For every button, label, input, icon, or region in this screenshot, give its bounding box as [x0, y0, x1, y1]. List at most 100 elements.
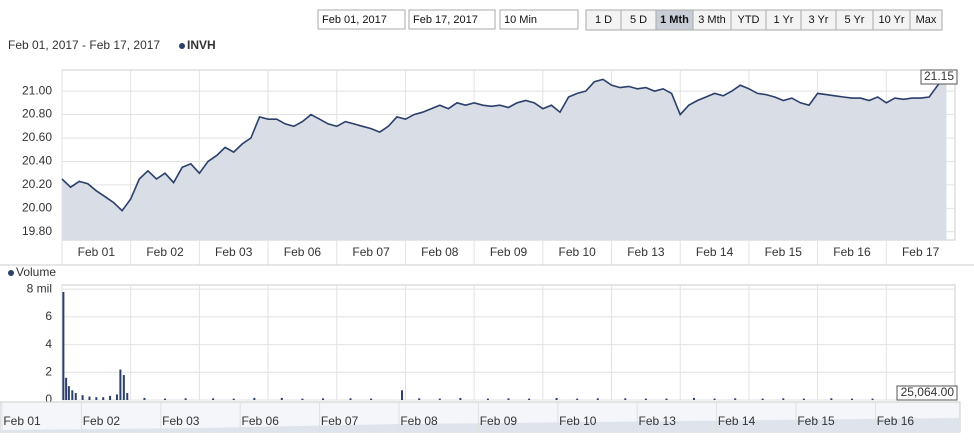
y-tick-label: 20.20: [22, 177, 52, 191]
volume-bar: [74, 393, 77, 400]
volume-bar: [370, 398, 373, 400]
volume-bar: [280, 397, 283, 400]
volume-bar: [102, 397, 105, 400]
volume-bar: [253, 397, 256, 400]
volume-bar: [850, 398, 853, 400]
volume-bar: [115, 394, 118, 400]
navigator-label: Feb 15: [797, 414, 835, 428]
volume-bar: [212, 398, 215, 400]
volume-bar: [665, 398, 668, 400]
x-tick-label: Feb 03: [215, 245, 253, 259]
x-tick-label: Feb 10: [559, 245, 597, 259]
volume-bar: [507, 398, 510, 400]
range-label: 3 Mth: [698, 14, 726, 26]
navigator-label: Feb 09: [480, 414, 518, 428]
input-value: 10 Min: [504, 14, 537, 26]
navigator-label: Feb 13: [639, 414, 677, 428]
volume-bar: [555, 397, 558, 400]
navigator-label: Feb 03: [162, 414, 200, 428]
input-value: Feb 01, 2017: [322, 14, 387, 26]
range-label: YTD: [738, 14, 760, 26]
volume-bar: [734, 398, 737, 400]
range-label: 5 D: [630, 14, 647, 26]
x-tick-label: Feb 14: [696, 245, 734, 259]
text-input[interactable]: [408, 9, 496, 30]
volume-bar: [401, 390, 404, 400]
volume-bar: [65, 377, 68, 400]
y-tick-label: 20.00: [22, 201, 52, 215]
volume-bar: [528, 398, 531, 400]
x-tick-label: Feb 01: [78, 245, 116, 259]
volume-bar: [576, 398, 579, 400]
area-fill: [62, 73, 947, 240]
last-value-box: [920, 69, 958, 85]
navigator-label: Feb 02: [83, 414, 121, 428]
volume-bar: [459, 397, 462, 400]
volume-bar: [624, 398, 627, 400]
volume-bar: [164, 398, 167, 400]
navigator-label: Feb 01: [3, 414, 41, 428]
y-tick-label: 4: [45, 337, 52, 351]
y-tick-label: 21.00: [22, 83, 52, 97]
volume-bar: [109, 395, 112, 400]
y-tick-label: 20.60: [22, 130, 52, 144]
text-input[interactable]: [317, 9, 406, 30]
volume-bar: [95, 397, 98, 400]
range-label: 1 Mth: [660, 14, 689, 26]
volume-bar: [713, 398, 716, 400]
volume-bar: [438, 398, 441, 400]
volume-bar: [119, 369, 122, 400]
volume-bar: [349, 398, 352, 400]
volume-bar: [67, 386, 70, 400]
navigator-label: Feb 07: [321, 414, 359, 428]
volume-bar: [322, 398, 325, 400]
x-tick-label: Feb 17: [902, 245, 940, 259]
y-tick-label: 8 mil: [27, 281, 52, 295]
volume-bar: [802, 398, 805, 400]
range-label: 1 D: [595, 14, 612, 26]
navigator-label: Feb 14: [718, 414, 756, 428]
navigator-label: Feb 10: [559, 414, 597, 428]
x-tick-label: Feb 13: [627, 245, 665, 259]
volume-bar: [830, 398, 833, 400]
last-value-label: 21.15: [924, 69, 954, 83]
y-tick-label: 0: [45, 392, 52, 406]
x-tick-label: Feb 06: [284, 245, 322, 259]
y-tick-label: 20.80: [22, 107, 52, 121]
volume-bar: [644, 398, 647, 400]
volume-bar: [486, 398, 489, 400]
volume-bar: [88, 396, 91, 400]
navigator-label: Feb 16: [877, 414, 915, 428]
volume-bar: [126, 393, 129, 400]
date-range: Feb 01, 2017 - Feb 17, 2017: [8, 38, 160, 52]
x-tick-label: Feb 15: [765, 245, 803, 259]
navigator-label: Feb 06: [242, 414, 280, 428]
y-tick-label: 20.40: [22, 154, 52, 168]
range-label: 3 Yr: [809, 14, 829, 26]
legend-marker: [179, 43, 185, 49]
legend-label: Volume: [16, 265, 56, 279]
volume-bar: [871, 398, 874, 400]
y-tick-label: 2: [45, 364, 52, 378]
volume-bar: [596, 398, 599, 400]
x-tick-label: Feb 07: [352, 245, 390, 259]
volume-bar: [71, 390, 74, 400]
volume-bar: [184, 398, 187, 400]
range-label: 10 Yr: [878, 14, 904, 26]
legend-marker: [8, 270, 14, 276]
range-label: Max: [916, 14, 937, 26]
navigator-label: Feb 08: [400, 414, 438, 428]
x-tick-label: Feb 09: [490, 245, 528, 259]
legend-label: INVH: [187, 38, 216, 52]
text-input[interactable]: [499, 9, 579, 30]
x-tick-label: Feb 16: [833, 245, 871, 259]
last-value-label: 25,064.00: [901, 385, 955, 399]
volume-bar: [122, 375, 125, 400]
volume-bar: [692, 397, 695, 400]
y-tick-label: 19.80: [22, 224, 52, 238]
controls: Feb 01, 2017 Feb 17, 2017 10 Min 1 D 5 D 1 Mt…: [317, 9, 943, 31]
volume-bar: [232, 398, 235, 400]
range-button[interactable]: [909, 9, 943, 31]
